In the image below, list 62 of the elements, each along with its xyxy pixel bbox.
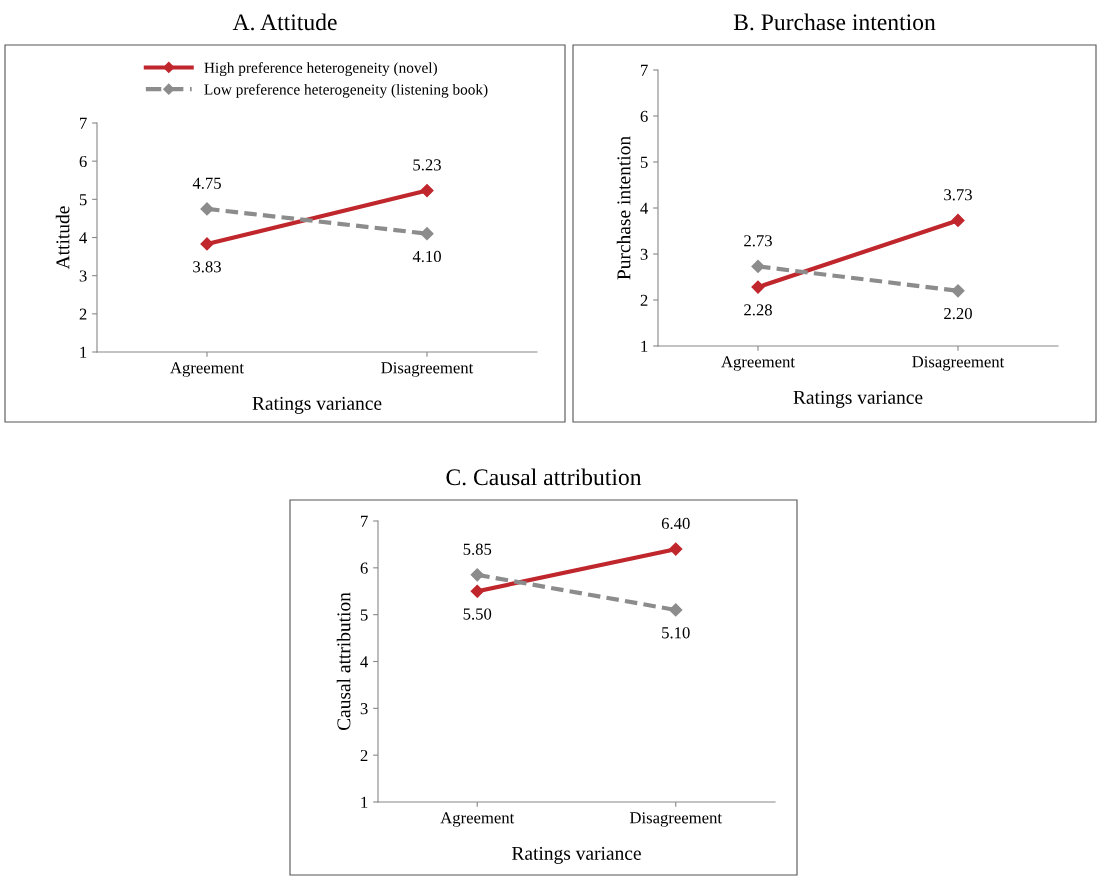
point — [951, 213, 965, 228]
point — [470, 568, 484, 582]
y-axis-title: Causal attribution — [336, 592, 351, 731]
data-label: 2.20 — [944, 307, 972, 320]
data-label: 4.10 — [412, 250, 441, 263]
x-axis-title: Ratings variance — [252, 396, 382, 414]
point — [751, 280, 765, 294]
data-label: 4.75 — [192, 177, 221, 189]
y-tick-label: 6 — [640, 110, 648, 122]
point — [200, 237, 214, 251]
y-tick-label: 4 — [360, 656, 369, 668]
y-tick-label: 2 — [360, 749, 368, 761]
point — [200, 202, 214, 216]
x-tick-label: Agreement — [170, 362, 244, 377]
data-label: 5.50 — [463, 608, 492, 620]
y-tick-label: 1 — [80, 346, 87, 358]
chart-title: A. Attitude — [232, 13, 337, 31]
y-tick-label: 4 — [640, 202, 649, 214]
data-label: 5.10 — [662, 627, 690, 639]
data-label: 2.73 — [744, 235, 772, 247]
x-tick-label: Disagreement — [381, 362, 474, 377]
data-label: 2.28 — [744, 304, 772, 316]
point — [420, 227, 434, 241]
x-tick-label: Disagreement — [912, 356, 1005, 371]
y-tick-label: 1 — [361, 796, 368, 808]
y-tick-label: 3 — [640, 248, 648, 260]
y-tick-label: 1 — [641, 340, 648, 352]
y-tick-label: 6 — [79, 155, 87, 168]
legend-label: High preference heterogeneity (novel) — [204, 62, 437, 77]
point — [751, 259, 765, 274]
x-tick-label: Disagreement — [629, 812, 722, 827]
y-tick-label: 2 — [79, 308, 87, 320]
point — [470, 584, 484, 598]
y-tick-label: 2 — [640, 294, 648, 306]
x-tick-label: Agreement — [440, 812, 515, 827]
x-axis-title: Ratings variance — [512, 846, 641, 864]
data-label: 3.83 — [193, 261, 221, 273]
y-tick-label: 5 — [79, 194, 87, 206]
point — [420, 183, 434, 198]
chart-title: B. Purchase intention — [733, 13, 936, 31]
point — [669, 603, 683, 617]
point — [951, 284, 965, 298]
data-label: 5.85 — [463, 543, 492, 555]
y-tick-label: 7 — [80, 117, 87, 129]
y-tick-label: 7 — [361, 515, 368, 527]
y-tick-label: 5 — [640, 156, 648, 168]
y-tick-label: 6 — [360, 562, 368, 574]
data-label: 6.40 — [661, 517, 690, 530]
x-axis-title: Ratings variance — [793, 390, 923, 408]
y-tick-label: 7 — [641, 64, 648, 76]
y-axis-title: Purchase intention — [616, 136, 631, 280]
y-tick-label: 3 — [360, 703, 368, 715]
point — [669, 542, 683, 556]
chart-title: C. Causal attribution — [446, 468, 642, 486]
data-label: 5.23 — [413, 159, 441, 171]
y-axis-title: Attitude — [55, 206, 70, 270]
y-tick-label: 4 — [79, 232, 88, 244]
legend-label: Low preference heterogeneity (listening book) — [204, 83, 488, 98]
x-tick-label: Agreement — [721, 356, 795, 371]
data-label: 3.73 — [944, 189, 972, 201]
y-tick-label: 5 — [360, 609, 368, 621]
y-tick-label: 3 — [79, 270, 87, 282]
